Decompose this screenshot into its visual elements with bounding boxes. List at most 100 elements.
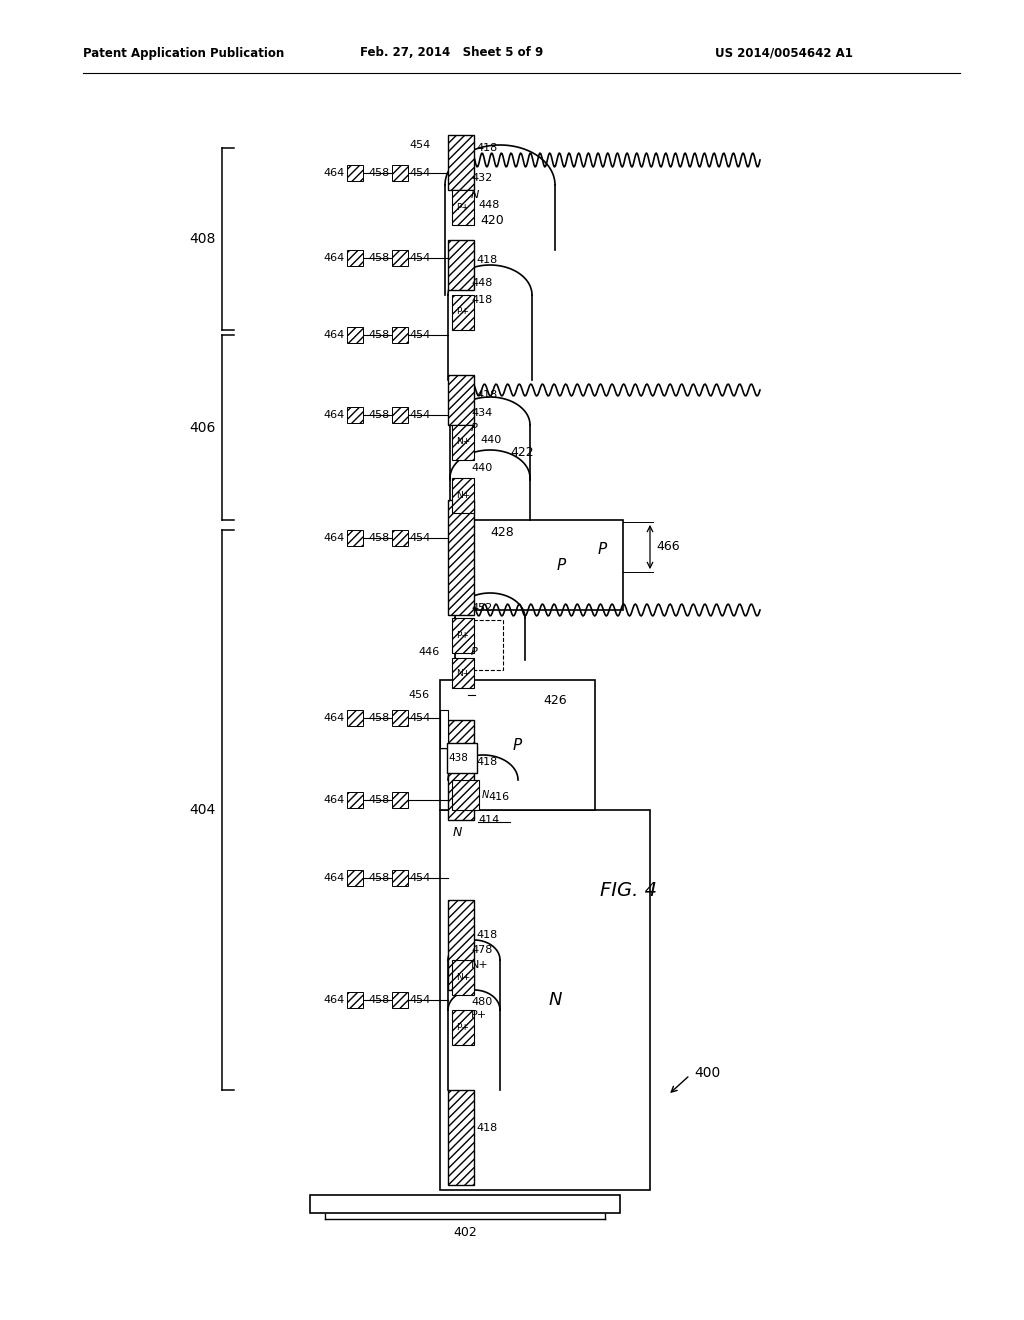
Text: 464: 464 — [324, 168, 345, 178]
Bar — [392, 165, 408, 181]
Text: 432: 432 — [471, 173, 493, 183]
Text: 458: 458 — [369, 168, 390, 178]
Text: P: P — [513, 738, 522, 752]
Text: 452: 452 — [471, 603, 493, 612]
Text: Feb. 27, 2014   Sheet 5 of 9: Feb. 27, 2014 Sheet 5 of 9 — [360, 46, 544, 59]
Text: 464: 464 — [324, 995, 345, 1005]
Text: 458: 458 — [369, 533, 390, 543]
Bar — [347, 870, 362, 886]
Text: N: N — [471, 190, 479, 201]
Text: 454: 454 — [409, 330, 430, 341]
Text: 464: 464 — [324, 411, 345, 420]
Text: 418: 418 — [471, 294, 493, 305]
Text: P: P — [556, 557, 565, 573]
Text: 418: 418 — [476, 255, 498, 265]
Text: 454: 454 — [409, 168, 430, 178]
Text: 400: 400 — [694, 1067, 720, 1080]
Text: 422: 422 — [510, 446, 534, 459]
Text: 406: 406 — [189, 421, 216, 434]
Text: 428: 428 — [490, 525, 514, 539]
Bar — [310, 1195, 620, 1213]
Text: 464: 464 — [324, 795, 345, 805]
Text: 478: 478 — [471, 945, 493, 954]
Text: 458: 458 — [369, 411, 390, 420]
Text: 454: 454 — [409, 873, 430, 883]
Bar — [392, 870, 408, 886]
Text: N+: N+ — [456, 437, 470, 446]
Text: 420: 420 — [480, 214, 504, 227]
Text: 458: 458 — [369, 253, 390, 263]
Text: 458: 458 — [369, 713, 390, 723]
Bar — [347, 165, 362, 181]
Text: 416: 416 — [488, 792, 509, 803]
Bar — [347, 993, 362, 1008]
Text: 440: 440 — [480, 436, 502, 445]
Text: N+: N+ — [456, 668, 470, 677]
Bar — [452, 618, 474, 653]
Bar — [347, 249, 362, 267]
Text: 418: 418 — [476, 931, 498, 940]
Text: 454: 454 — [409, 713, 430, 723]
Text: 458: 458 — [369, 873, 390, 883]
Text: 440: 440 — [471, 463, 493, 473]
Bar — [392, 993, 408, 1008]
Bar — [392, 407, 408, 422]
Text: 414: 414 — [478, 814, 500, 825]
Text: 404: 404 — [189, 803, 216, 817]
Bar — [392, 327, 408, 343]
Text: P+: P+ — [457, 631, 469, 639]
Text: P+: P+ — [457, 1023, 469, 1031]
Text: N+: N+ — [456, 491, 470, 499]
Text: 464: 464 — [324, 330, 345, 341]
Bar — [449, 375, 474, 425]
Text: Patent Application Publication: Patent Application Publication — [83, 46, 285, 59]
Text: 448: 448 — [471, 279, 493, 288]
Text: FIG. 4: FIG. 4 — [600, 880, 657, 899]
Bar — [449, 719, 474, 820]
Bar — [392, 531, 408, 546]
Bar — [347, 710, 362, 726]
Text: US 2014/0054642 A1: US 2014/0054642 A1 — [715, 46, 853, 59]
Text: 438: 438 — [449, 752, 468, 763]
Bar — [468, 520, 623, 610]
Text: P+: P+ — [471, 1010, 487, 1020]
Bar — [452, 780, 479, 810]
Bar — [347, 407, 362, 422]
Text: 454: 454 — [409, 533, 430, 543]
Text: 464: 464 — [324, 253, 345, 263]
Text: 434: 434 — [471, 408, 493, 418]
Bar — [392, 249, 408, 267]
Text: 418: 418 — [476, 143, 498, 153]
Text: P: P — [471, 647, 478, 657]
Text: N+: N+ — [456, 973, 470, 982]
Text: P: P — [471, 422, 478, 433]
Text: 454: 454 — [409, 995, 430, 1005]
Text: 454: 454 — [409, 411, 430, 420]
Text: 456: 456 — [409, 690, 430, 700]
Bar — [452, 294, 474, 330]
Text: 448: 448 — [478, 201, 500, 210]
Text: P: P — [597, 543, 606, 557]
Bar — [452, 478, 474, 513]
Bar — [447, 743, 477, 774]
Text: N: N — [482, 789, 489, 800]
Bar — [449, 240, 474, 290]
Text: N: N — [453, 826, 463, 840]
Bar — [347, 327, 362, 343]
Text: 458: 458 — [369, 995, 390, 1005]
Bar — [449, 135, 474, 190]
Bar — [392, 710, 408, 726]
Text: 426: 426 — [543, 693, 566, 706]
Bar — [452, 425, 474, 459]
Bar — [449, 900, 474, 990]
Bar — [449, 500, 474, 615]
Text: 402: 402 — [454, 1226, 477, 1239]
Text: 480: 480 — [471, 997, 493, 1007]
Bar — [452, 960, 474, 995]
Text: N: N — [549, 991, 562, 1008]
Bar — [392, 792, 408, 808]
Text: 464: 464 — [324, 873, 345, 883]
Text: 418: 418 — [476, 756, 498, 767]
Text: P+: P+ — [457, 202, 469, 211]
Bar — [347, 792, 362, 808]
